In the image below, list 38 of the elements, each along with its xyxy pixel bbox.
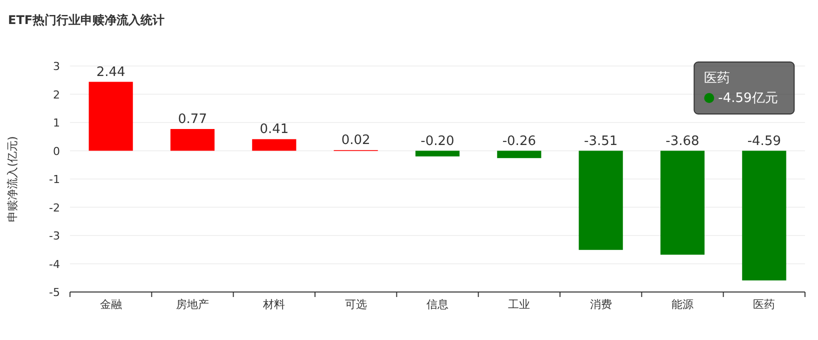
data-label: -3.51: [584, 134, 618, 149]
y-tick-label: -1: [49, 173, 60, 186]
y-tick-label: -5: [49, 286, 60, 299]
bar: [742, 150, 786, 280]
data-label: 0.02: [341, 133, 370, 148]
x-tick-label: 信息: [426, 298, 448, 311]
data-label: 0.77: [178, 112, 207, 127]
y-tick-label: -3: [49, 230, 60, 242]
bar: [578, 150, 623, 250]
data-label: -3.68: [666, 134, 700, 149]
x-tick-label: 消费: [590, 298, 612, 311]
x-tick-label: 能源: [672, 298, 694, 311]
bar: [252, 139, 296, 151]
x-tick-label: 可选: [344, 298, 367, 311]
y-tick-label: 0: [53, 144, 60, 158]
y-tick-label: 3: [53, 60, 60, 73]
chart-title: ETF热门行业申赎净流入统计: [8, 13, 165, 27]
y-tick-label: 2: [53, 88, 60, 102]
annotation: 医药 -4.59亿元: [704, 71, 778, 106]
data-label: -0.20: [420, 134, 454, 149]
bar: [88, 82, 133, 151]
bar: [660, 150, 705, 255]
y-tick-label: 1: [53, 116, 60, 130]
y-tick-label: -2: [49, 201, 60, 214]
x-tick-label: 材料: [262, 298, 286, 311]
data-label: -4.59: [747, 134, 781, 149]
data-label: 2.44: [96, 64, 126, 80]
bar: [497, 150, 542, 158]
x-tick-label: 工业: [508, 298, 530, 311]
bar: [170, 128, 215, 151]
x-tick-label: 房地产: [176, 298, 209, 311]
data-label: 0.41: [260, 122, 289, 138]
y-tick-label: -4: [49, 258, 60, 271]
x-tick-label: 医药: [753, 298, 776, 311]
y-axis-title: 申赎净流入(亿元): [6, 136, 19, 222]
x-tick-label: 金融: [100, 298, 122, 311]
data-label: -0.26: [502, 134, 536, 149]
bar: [415, 150, 460, 156]
